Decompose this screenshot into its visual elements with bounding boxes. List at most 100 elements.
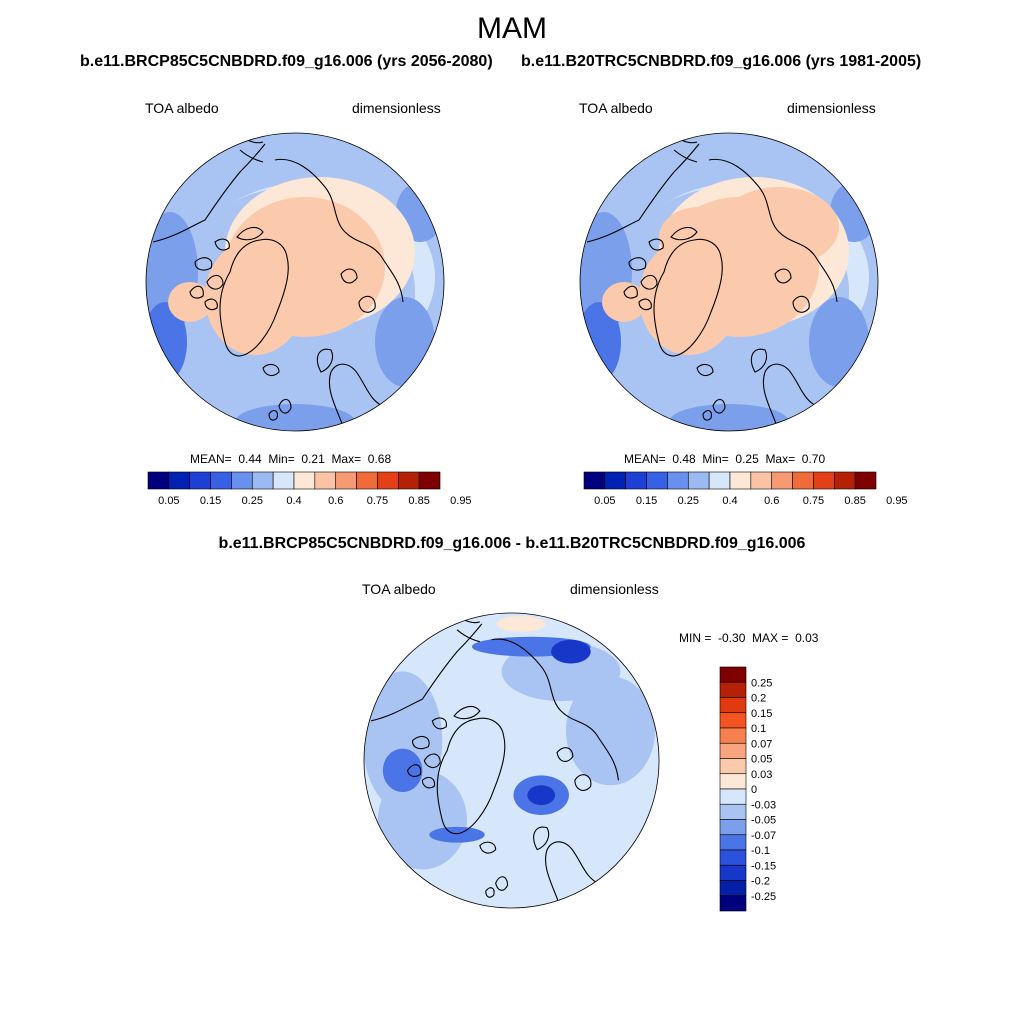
negative-anomaly [501,641,621,702]
colorbar-swatch [377,471,399,490]
colorbar-swatch [771,471,793,490]
colorbar-tick-label: 0.95 [886,495,907,507]
panel2-stats: MEAN= 0.48 Min= 0.25 Max= 0.70 [624,452,825,466]
diff-min-label: MIN = [679,631,712,645]
coastline [431,717,447,730]
colorbar-tick-label: -0.15 [751,860,776,872]
panel2-polar-map [579,132,879,432]
colorbar-swatch [719,880,747,897]
colorbar-tick-label: 0.95 [450,495,471,507]
colorbar-swatch [231,471,253,490]
colorbar-tick-label: -0.05 [751,815,776,827]
panel1-variable-label: TOA albedo [145,100,219,116]
storm-track-patch [375,297,435,387]
coastline [696,363,714,377]
colorbar-swatch [293,471,316,490]
colorbar-tick-label: 0.07 [751,738,772,750]
coastline [638,298,652,311]
colorbar-tick-label: 0.85 [408,495,429,507]
colorbar-tick-label: 0.6 [764,495,779,507]
colorbar-swatch [625,471,647,490]
coastline [653,238,723,357]
coastline [316,348,334,373]
coastline [214,238,230,251]
colorbar-swatch [397,471,420,490]
colorbar-swatch [418,471,441,490]
panel1-stats: MEAN= 0.44 Min= 0.21 Max= 0.68 [190,452,391,466]
colorbar-swatch [667,471,689,490]
figure-season-title: MAM [477,12,547,45]
coastline [556,747,574,762]
coastline [670,226,698,241]
colorbar-swatch [750,471,773,490]
panel2-variable-label: TOA albedo [579,100,653,116]
colorbar-swatch [719,819,747,836]
colorbar-tick-label: 0.25 [242,495,263,507]
colorbar-tick-label: 0.25 [751,677,772,689]
coastline [189,285,204,299]
coastline [236,226,264,241]
colorbar-swatch [189,471,211,490]
coastline [206,274,224,290]
colorbar-swatch [833,471,856,490]
coastline [274,158,404,303]
colorbar-tick-label: -0.03 [751,799,776,811]
colorbar-tick-label: 0.2 [751,693,766,705]
coastline [648,238,664,251]
colorbar-swatch [719,773,747,790]
coastline [268,409,278,421]
colorbar-swatch [314,471,337,490]
coastline [479,841,497,854]
map-field [363,612,660,909]
colorbar-swatch [147,471,170,490]
colorbar-tick-label: 0.15 [636,495,657,507]
coastline [574,774,592,791]
colorbar-swatch [719,742,747,759]
storm-track-patch [809,297,869,387]
colorbar-swatch [719,803,747,820]
colorbar-swatch [854,471,877,490]
diff-variable-label: TOA albedo [362,581,436,597]
panel1-mean-label: MEAN= [190,452,232,466]
strong-negative-anomaly [382,748,423,793]
sea-ice-extent [719,187,839,267]
difference-title: b.e11.BRCP85C5CNBDRD.f09_g16.006 - b.e11… [218,535,806,552]
panel1-mean-value: 0.44 [238,452,262,466]
greenland-ice [205,239,305,355]
canada-ice [602,282,646,322]
coastline [640,274,658,290]
strong-negative-anomaly [429,826,485,843]
max-negative-anomaly [551,639,591,664]
colorbar-swatch [356,471,378,490]
coastline [406,764,422,777]
panel2-colorbar: 0.05 0.15 0.25 0.4 0.6 0.75 0.85 0.95 [583,471,908,507]
colorbar-tick-label: 0.15 [751,708,772,720]
panel1-min-value: 0.21 [301,452,325,466]
coastline [533,826,550,851]
map-boundary [579,132,879,432]
colorbar-tick-label: 0.4 [722,495,737,507]
panel2-case-title: b.e11.B20TRC5CNBDRD.f09_g16.006 (yrs 198… [521,53,922,70]
coastline [340,268,358,284]
colorbar-swatch [251,471,274,490]
negative-anomaly [377,770,467,870]
colorbar-tick-label: 0.25 [678,495,699,507]
coastline [219,238,289,357]
panel1-case-title: b.e11.BRCP85C5CNBDRD.f09_g16.006 (yrs 20… [80,53,493,70]
colorbar-swatch [813,471,835,490]
diff-stats: MIN = -0.30 MAX = 0.03 [679,631,818,645]
colorbar-tick-label: 0.4 [286,495,301,507]
panel2-min-label: Min= [702,452,729,466]
panel1-units-label: dimensionless [352,100,441,116]
colorbar-swatch [792,471,814,490]
colorbar-tick-label: -0.07 [751,830,776,842]
coastline [774,268,792,284]
colorbar-tick-label: 0.05 [751,754,772,766]
panel1-min-label: Min= [268,452,295,466]
negative-anomaly [565,676,656,786]
panel1-polar-map [145,132,445,432]
coastline [358,295,376,313]
coastline [495,876,509,891]
colorbar-tick-label: 0.1 [751,723,766,735]
map-field [580,133,878,431]
